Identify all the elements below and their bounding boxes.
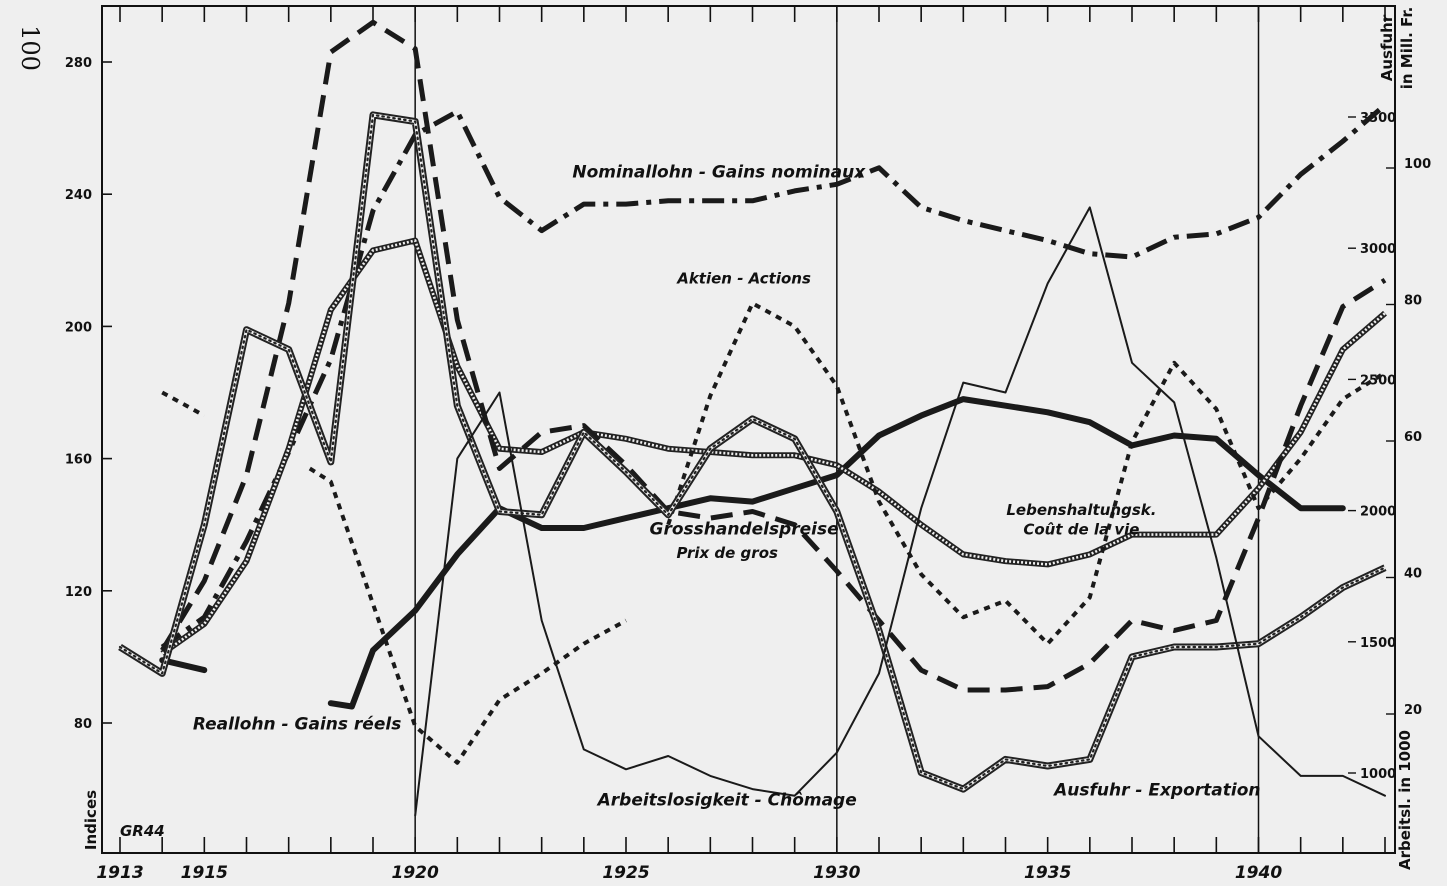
series-line bbox=[160, 19, 1387, 693]
unemployment-tick-label-100: 100 bbox=[1404, 157, 1431, 172]
export-axis-title-line1: Ausfuhr bbox=[1378, 14, 1396, 81]
series-grosshandelspreise-prix-de-gros bbox=[160, 19, 1387, 693]
series-lebenshaltungsk-cout-de-la-vie bbox=[160, 237, 1387, 657]
x-tick-label-1925: 1925 bbox=[602, 863, 649, 883]
unemployment-tick-label-80: 80 bbox=[1404, 294, 1422, 309]
annotation-ausfuhr-exportation: Ausfuhr - Exportation bbox=[1052, 781, 1260, 801]
annotation-grosshandelspreise: Grosshandelspreise bbox=[649, 520, 838, 540]
export-tick-label-1000: 1000 bbox=[1360, 767, 1396, 782]
labels-layer: Nominallohn - Gains nominaux Aktien - Act… bbox=[193, 163, 1261, 811]
unemployment-tick-label-20: 20 bbox=[1404, 703, 1422, 718]
signature-mark: GR44 bbox=[120, 822, 165, 840]
left-tick-label-240: 240 bbox=[65, 188, 92, 203]
left-tick-label-120: 120 bbox=[65, 585, 92, 600]
annotation-reallohn-gains-reels: Reallohn - Gains réels bbox=[193, 715, 401, 735]
x-tick-label-1920: 1920 bbox=[392, 863, 439, 883]
series-line bbox=[119, 113, 1386, 791]
axis-ticks: 1913 1915 1920 1925 1930 1935 1940 80 120 160 200 2… bbox=[65, 6, 1431, 883]
export-tick-label-1500: 1500 bbox=[1360, 636, 1396, 651]
series-line bbox=[159, 657, 208, 674]
series-layer bbox=[118, 19, 1387, 817]
x-tick-label-1930: 1930 bbox=[813, 863, 860, 883]
annotation-arbeitslosigkeit-chomage: Arbeitslosigkeit - Chômage bbox=[596, 791, 857, 811]
series-ausfuhr-exportation bbox=[118, 111, 1387, 793]
left-tick-label-280: 280 bbox=[65, 56, 92, 71]
annotation-aktien-actions: Aktien - Actions bbox=[676, 269, 811, 287]
series-line bbox=[161, 239, 1386, 655]
left-tick-label-80: 80 bbox=[74, 717, 92, 732]
unemployment-tick-label-40: 40 bbox=[1404, 567, 1422, 582]
vertical-gridlines bbox=[414, 6, 1260, 853]
x-tick-label-1915: 1915 bbox=[181, 863, 228, 883]
left-tick-label-160: 160 bbox=[65, 453, 92, 468]
annotation-lebenshaltungsk: Lebenshaltungsk. bbox=[1006, 501, 1156, 519]
left-axis-title: Indices bbox=[82, 790, 100, 850]
export-axis-title-line2: in Mill. Fr. bbox=[1398, 7, 1416, 90]
left-tick-label-200: 200 bbox=[65, 320, 92, 335]
annotation-prix-de-gros: Prix de gros bbox=[676, 544, 778, 562]
series-line bbox=[308, 466, 627, 765]
x-tick-label-1935: 1935 bbox=[1024, 863, 1071, 883]
series-line bbox=[414, 206, 1386, 817]
series-line bbox=[161, 390, 206, 418]
series-aktien-actions bbox=[161, 301, 1387, 765]
export-tick-label-2000: 2000 bbox=[1360, 505, 1396, 520]
x-tick-label-1913: 1913 bbox=[96, 863, 143, 883]
annotation-cout-de-la-vie: Coût de la vie bbox=[1023, 521, 1139, 539]
x-tick-label-1940: 1940 bbox=[1235, 863, 1282, 883]
plot-frame bbox=[101, 5, 1396, 854]
unemployment-axis-title: Arbeitsl. in 1000 bbox=[1396, 730, 1414, 870]
export-tick-label-3000: 3000 bbox=[1360, 242, 1396, 257]
export-tick-label-3500: 3500 bbox=[1360, 111, 1396, 126]
annotation-nominallohn-gains-nominaux: Nominallohn - Gains nominaux bbox=[572, 163, 866, 183]
unemployment-tick-label-60: 60 bbox=[1404, 430, 1422, 445]
page-number: 100 bbox=[16, 25, 44, 71]
series-arbeitslosigkeit-chomage bbox=[414, 206, 1386, 817]
series-line bbox=[666, 301, 1387, 646]
